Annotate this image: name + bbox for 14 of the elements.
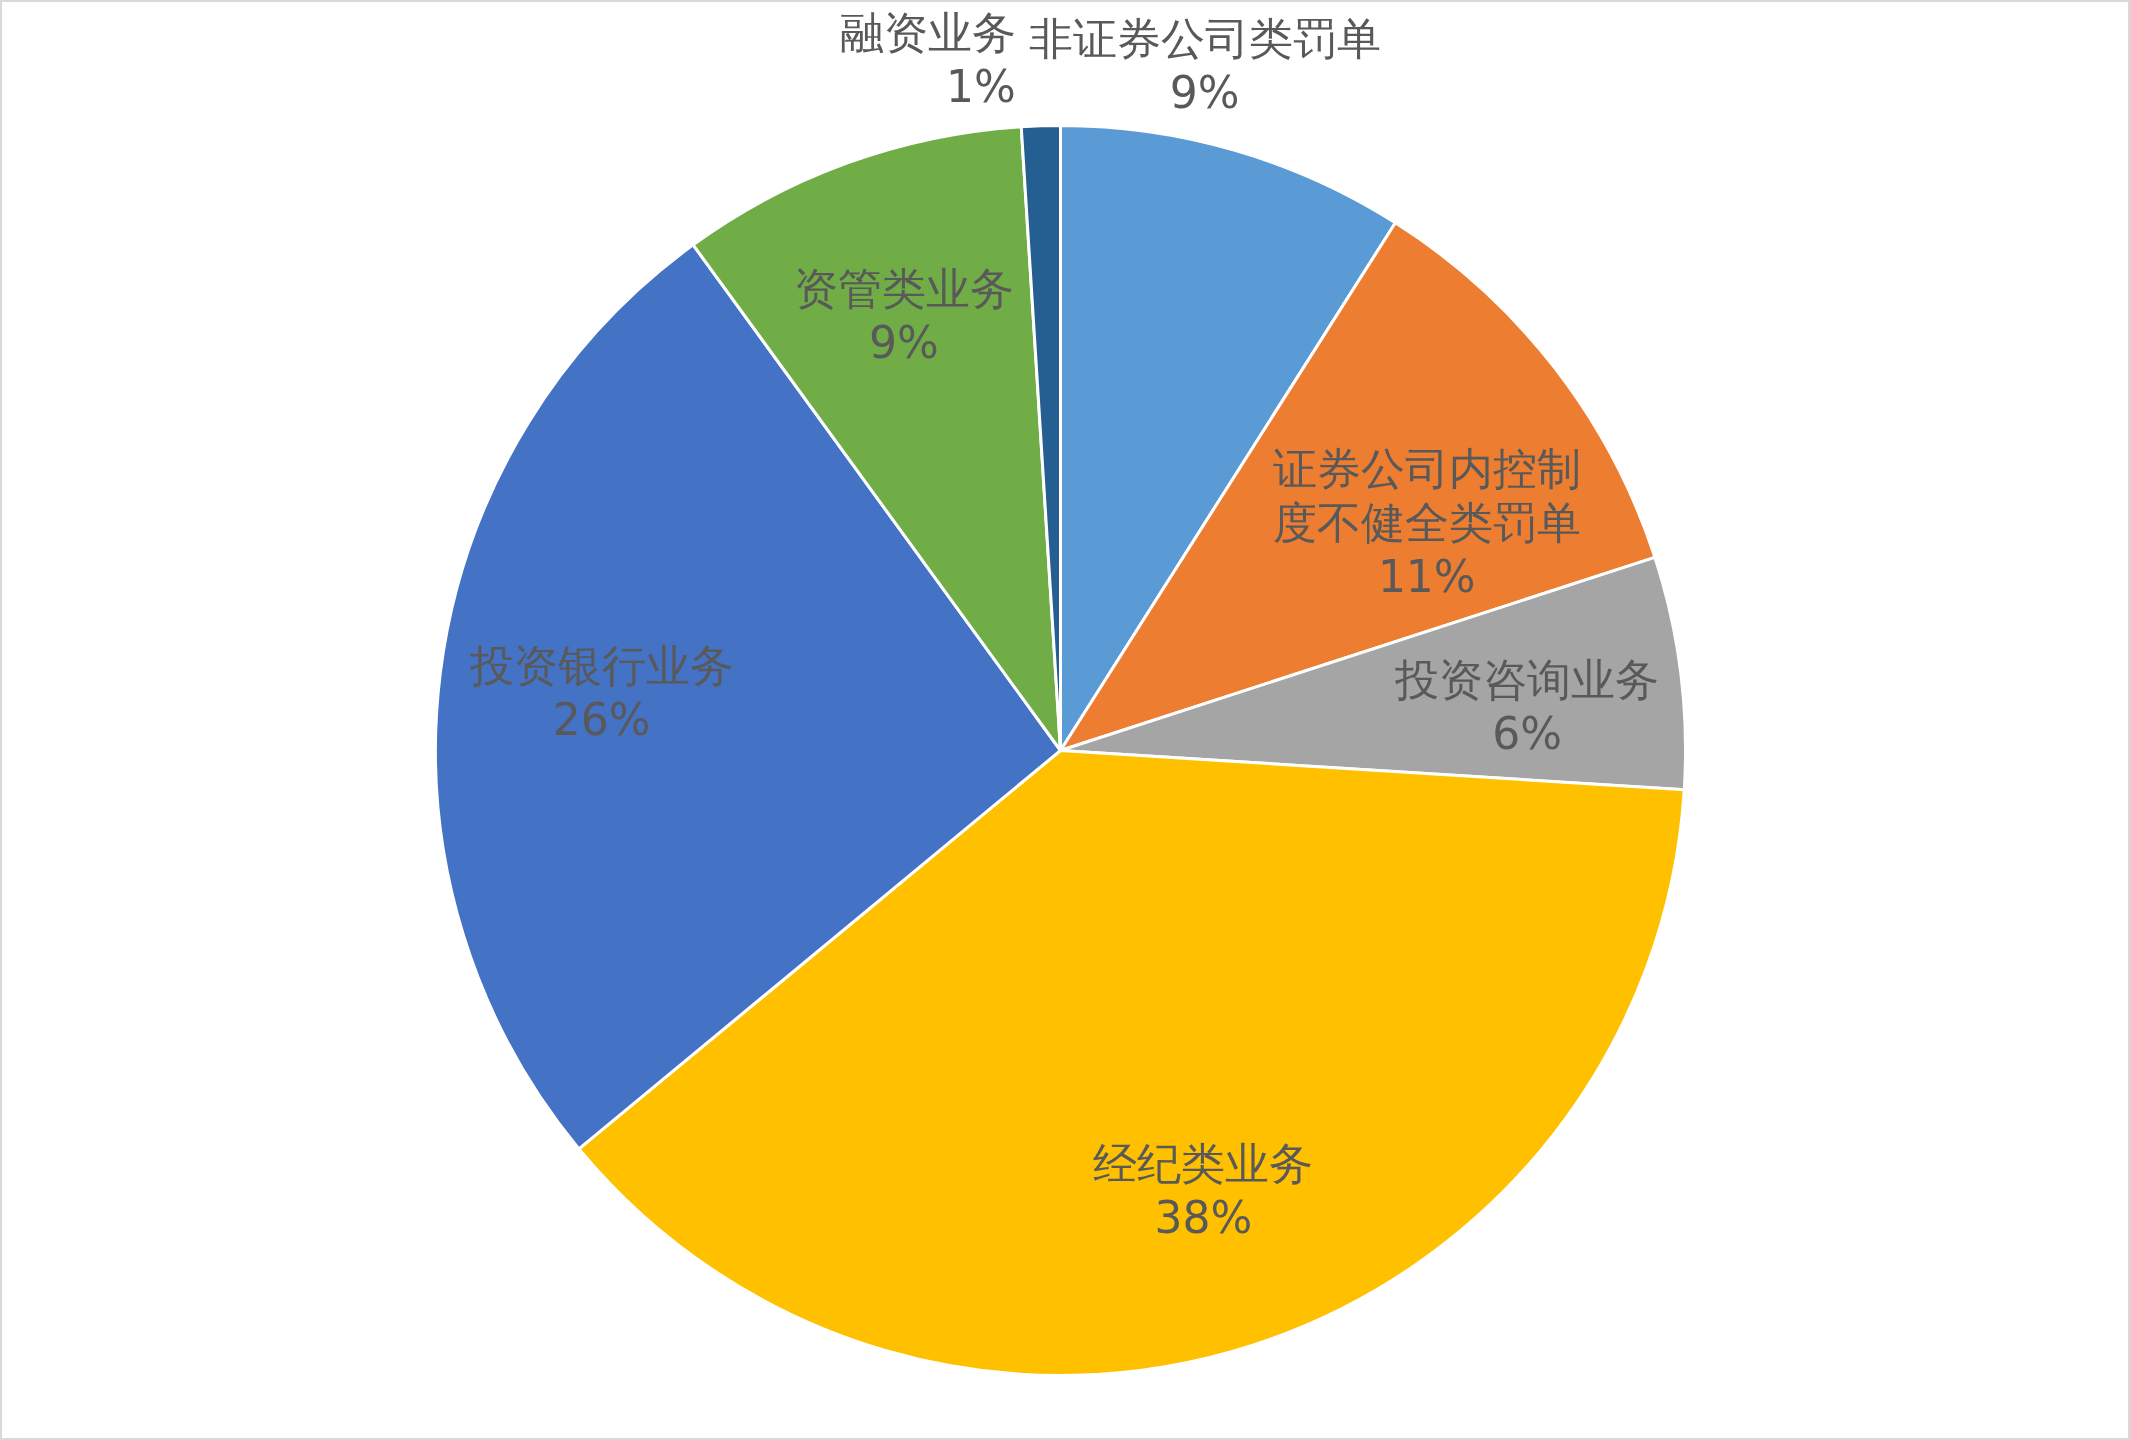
data-label: 9% <box>868 316 939 368</box>
data-label: 38% <box>1154 1191 1253 1243</box>
slice-label: 资管类业务 <box>793 262 1014 314</box>
slice-label: 融资业务 <box>839 7 1016 59</box>
slice-label: 投资咨询业务 <box>1394 653 1660 705</box>
data-label: 6% <box>1492 707 1563 759</box>
slice-label: 经纪类业务 <box>1093 1137 1314 1189</box>
data-label: 9% <box>1169 66 1240 118</box>
slice-label: 投资银行业务 <box>468 640 734 692</box>
data-label: 26% <box>552 694 651 746</box>
data-label: 1% <box>946 61 1016 113</box>
slice-label: 非证券公司类罚单 <box>1028 12 1381 64</box>
slice-label: 证券公司内控制度不健全类罚单 <box>1272 443 1581 549</box>
data-label: 11% <box>1377 551 1476 603</box>
